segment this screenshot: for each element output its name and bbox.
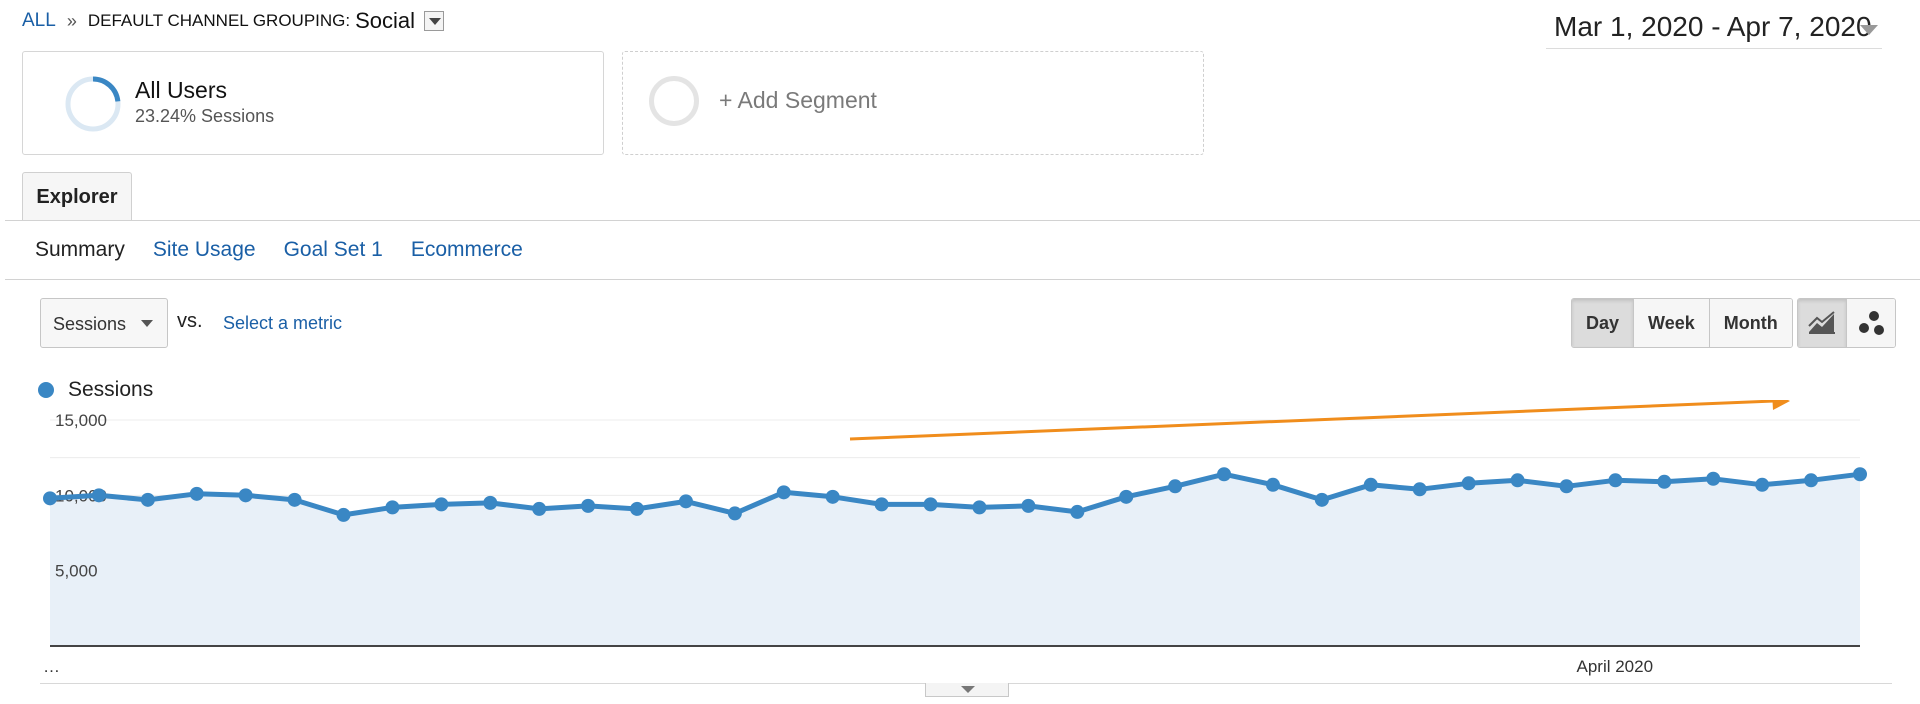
data-point	[874, 497, 889, 512]
chevron-down-icon	[141, 320, 153, 327]
sessions-points	[43, 467, 1867, 522]
data-point	[776, 485, 791, 500]
interval-day-button[interactable]: Day	[1572, 299, 1634, 347]
segment-all-users[interactable]: All Users 23.24% Sessions	[22, 51, 604, 155]
line-chart-button[interactable]	[1798, 299, 1846, 347]
legend-label: Sessions	[68, 378, 154, 401]
segment-title: All Users	[135, 77, 228, 103]
data-point	[923, 497, 938, 512]
data-point	[1021, 498, 1036, 513]
sessions-area	[50, 474, 1860, 646]
chevron-down-icon	[1860, 25, 1878, 35]
channel-grouping-dropdown[interactable]	[424, 11, 445, 31]
legend-dot	[38, 382, 54, 398]
add-segment-label: + Add Segment	[719, 87, 877, 113]
add-segment-ring-icon	[649, 76, 699, 126]
data-point	[91, 488, 106, 503]
interval-week-button[interactable]: Week	[1633, 299, 1709, 347]
add-segment-button[interactable]: + Add Segment	[622, 51, 1204, 155]
explorer-subtabs: Summary Site Usage Goal Set 1 Ecommerce	[35, 238, 551, 262]
data-point	[385, 500, 400, 515]
subtab-ecommerce[interactable]: Ecommerce	[410, 238, 523, 261]
tab-explorer[interactable]: Explorer	[22, 172, 132, 221]
data-point	[434, 497, 449, 512]
data-point	[1804, 473, 1819, 488]
data-point	[1265, 477, 1280, 492]
data-point	[972, 500, 987, 515]
data-point	[1608, 473, 1623, 488]
data-point	[1559, 479, 1574, 494]
data-point	[1168, 479, 1183, 494]
x-tick-label: April 2020	[1576, 657, 1653, 676]
data-point	[1706, 471, 1721, 486]
data-point	[825, 489, 840, 504]
vs-label: vs.	[177, 310, 203, 332]
breadcrumb-separator: »	[66, 10, 77, 31]
data-point	[140, 492, 155, 507]
data-point	[1070, 504, 1085, 519]
y-tick-label: 15,000	[55, 411, 107, 430]
data-point	[678, 494, 693, 509]
data-point	[238, 488, 253, 503]
y-tick-label: 5,000	[55, 562, 98, 581]
data-point	[1755, 477, 1770, 492]
breadcrumb: ALL » DEFAULT CHANNEL GROUPING: Social	[22, 8, 445, 34]
data-point	[1657, 474, 1672, 489]
data-point	[532, 501, 547, 516]
sessions-line	[49, 471, 1861, 518]
subtab-summary[interactable]: Summary	[35, 238, 125, 261]
date-range-text: Mar 1, 2020 - Apr 7, 2020	[1554, 11, 1872, 42]
data-point	[1510, 473, 1525, 488]
breadcrumb-all-link[interactable]: ALL	[22, 10, 56, 31]
motion-chart-button[interactable]	[1846, 299, 1895, 347]
channel-grouping-label: DEFAULT CHANNEL GROUPING:	[87, 11, 351, 30]
subtab-divider	[5, 279, 1920, 280]
interval-toggle: Day Week Month	[1571, 298, 1793, 348]
data-point	[1119, 489, 1134, 504]
data-point	[727, 506, 742, 521]
segment-subtitle: 23.24% Sessions	[135, 106, 275, 126]
segment-donut-icon	[65, 76, 121, 132]
chart-type-toggle	[1797, 298, 1896, 348]
interval-month-button[interactable]: Month	[1708, 299, 1792, 347]
x-tick-label: …	[43, 657, 60, 676]
select-metric-link[interactable]: Select a metric	[223, 313, 343, 333]
data-point	[1461, 476, 1476, 491]
data-point	[581, 498, 596, 513]
subtab-site-usage[interactable]: Site Usage	[152, 238, 256, 261]
chart-legend: Sessions	[38, 378, 153, 402]
expand-chart-handle[interactable]	[925, 683, 1009, 697]
data-point	[1217, 467, 1232, 482]
data-point	[1314, 492, 1329, 507]
data-point	[287, 492, 302, 507]
data-point	[189, 486, 204, 501]
motion-chart-icon	[1859, 311, 1884, 335]
data-point	[630, 501, 645, 516]
trend-arrow-annotation	[849, 400, 1790, 441]
data-point	[43, 491, 57, 506]
data-point	[1412, 482, 1427, 497]
data-point	[1853, 467, 1867, 482]
tab-divider	[5, 220, 1920, 221]
date-range-picker[interactable]: Mar 1, 2020 - Apr 7, 2020	[1546, 8, 1882, 49]
data-point	[336, 507, 351, 522]
x-axis: … April 2020	[43, 657, 1653, 676]
data-point	[483, 495, 498, 510]
metric-select[interactable]: Sessions	[40, 298, 168, 348]
data-point	[1363, 477, 1378, 492]
metric-select-value: Sessions	[53, 314, 127, 334]
channel-grouping-value: Social	[355, 8, 416, 33]
line-chart-icon	[1808, 311, 1835, 334]
subtab-goal-set-1[interactable]: Goal Set 1	[283, 238, 383, 261]
